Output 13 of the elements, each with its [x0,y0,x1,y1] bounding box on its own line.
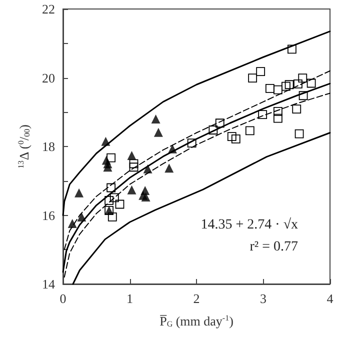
y-tick-label: 22 [42,2,55,16]
x-tick-label: 1 [126,291,133,306]
x-tick-label: 4 [326,291,334,306]
annotation: r² = 0.77 [250,240,298,254]
x-tick-label: 0 [60,291,66,306]
x-tick-label: 2 [193,291,200,306]
y-axis-title: 13Δ (0/00) [16,124,32,168]
y-tick-label: 20 [42,70,55,86]
x-tick-label: 3 [260,291,266,306]
y-tick-label: 16 [42,208,56,223]
annotation: 14.35 + 2.74 · √x [200,216,298,232]
y-tick-label: 14 [42,276,56,292]
y-tick-label: 18 [42,139,55,154]
